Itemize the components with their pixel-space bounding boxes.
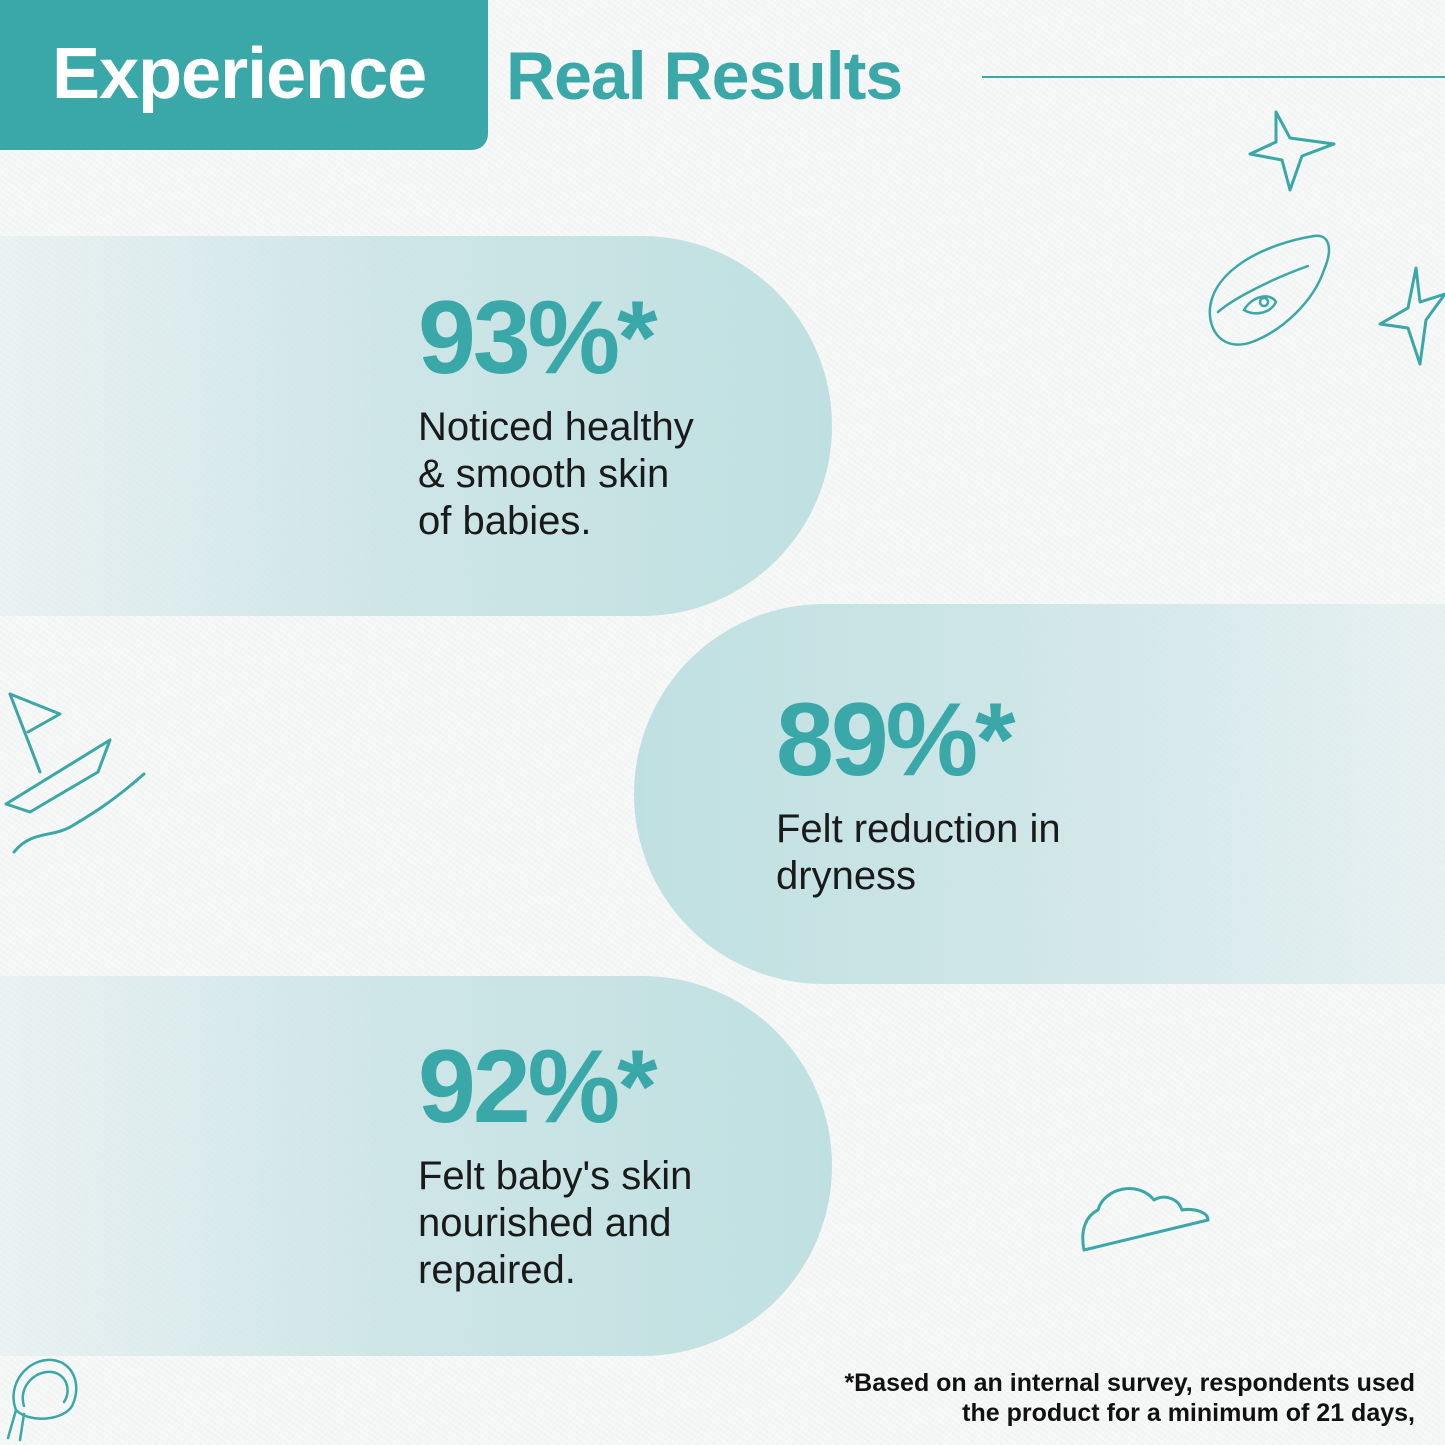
baby-bathtub-icon (1204, 230, 1334, 352)
stat-card-2: 89%* Felt reduction in dryness (776, 688, 1061, 900)
starfish-icon (1376, 264, 1445, 370)
cloud-icon (1078, 1180, 1212, 1256)
title-highlight: Experience (52, 34, 427, 114)
survey-footnote: *Based on an internal survey, respondent… (844, 1369, 1415, 1427)
title-rest: Real Results (506, 38, 903, 114)
stat-card-1: 93%* Noticed healthy & smooth skin of ba… (418, 286, 694, 545)
sailboat-icon (2, 690, 150, 858)
stat-value: 89%* (776, 682, 1016, 798)
stat-card-3: 92%* Felt baby's skin nourished and repa… (418, 1035, 692, 1294)
title-highlight-box (0, 0, 488, 150)
stat-description: Felt reduction in dryness (776, 807, 1061, 898)
title-divider (982, 76, 1445, 78)
stat-description: Felt baby's skin nourished and repaired. (418, 1154, 693, 1292)
stat-description: Noticed healthy & smooth skin of babies. (418, 405, 694, 543)
stat-value: 92%* (418, 1029, 658, 1145)
stat-panel-3 (0, 976, 832, 1356)
stat-panel-1 (0, 236, 832, 616)
starfish-icon (1246, 104, 1342, 194)
stat-value: 93%* (418, 280, 658, 396)
stat-panel-2 (634, 604, 1445, 984)
baby-bonnet-icon (2, 1350, 82, 1442)
